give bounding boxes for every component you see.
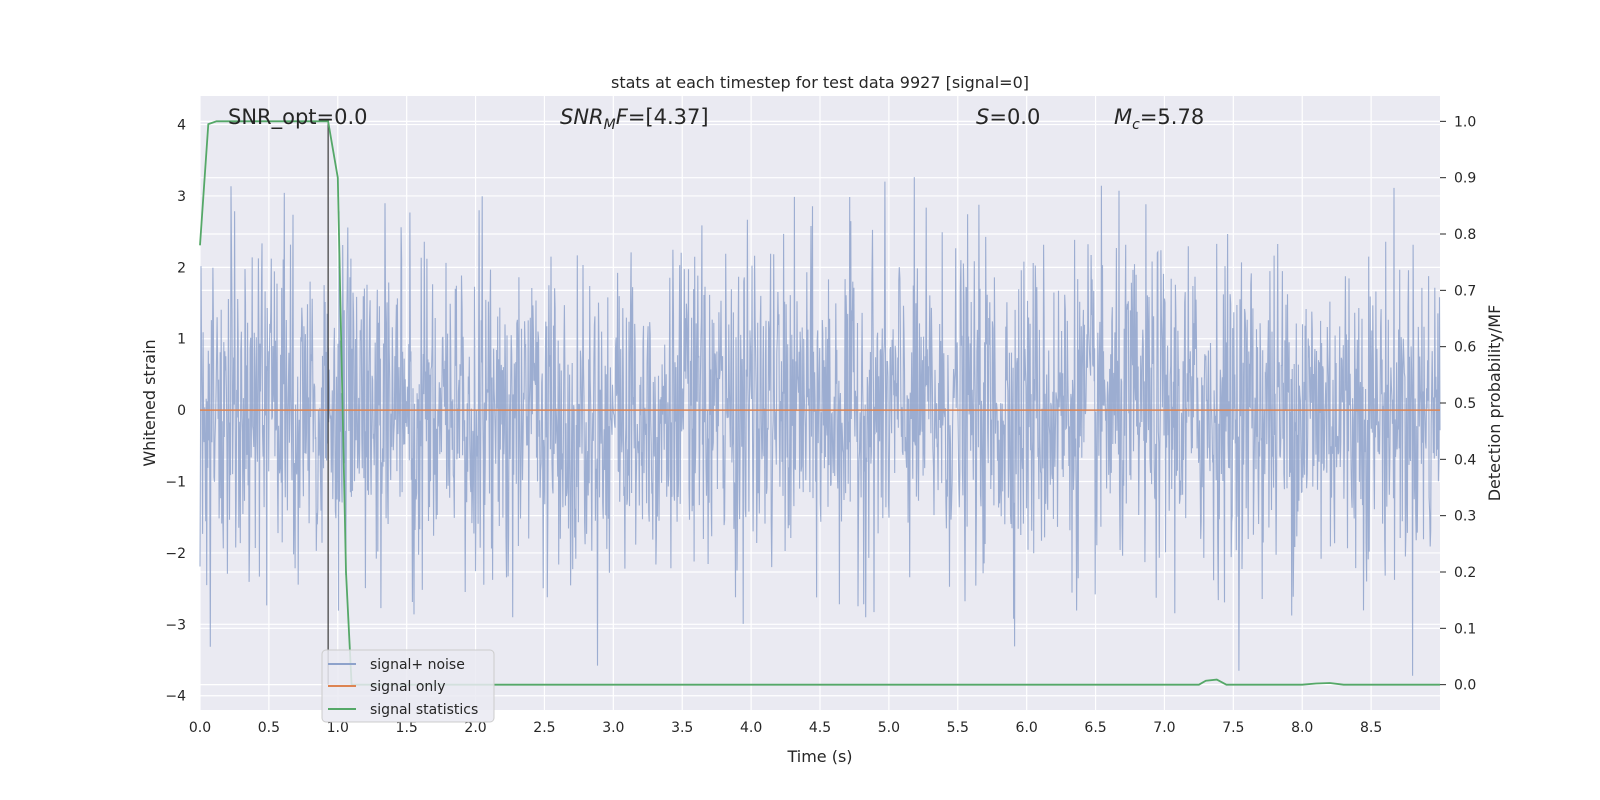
annotations: SNR_opt=0.0 SNRMF=[4.37] S=0.0 Mc=5.78 bbox=[228, 105, 1204, 133]
annotation-mc: Mc=5.78 bbox=[1114, 105, 1204, 133]
annotation-s-main: S bbox=[976, 105, 989, 129]
y-right-tick-label: 0.8 bbox=[1454, 227, 1476, 243]
legend: signal+ noise signal only signal statist… bbox=[321, 649, 495, 723]
x-tick-label: 1.5 bbox=[396, 720, 418, 736]
y-left-tick-label: −3 bbox=[165, 617, 186, 633]
y-left-tick-label: −4 bbox=[165, 689, 186, 705]
x-tick-label: 1.0 bbox=[327, 720, 349, 736]
y-left-tick-label: 0 bbox=[177, 403, 186, 419]
annotation-snr-mf-rest-f: F bbox=[616, 105, 629, 129]
x-tick-label: 4.5 bbox=[809, 720, 831, 736]
annotation-snr-mf-sub: M bbox=[604, 117, 616, 133]
legend-label-signal-noise: signal+ noise bbox=[370, 657, 465, 673]
y-left-tick-label: −2 bbox=[165, 546, 186, 562]
x-tick-label: 2.0 bbox=[464, 720, 486, 736]
y-left-tick-label: 4 bbox=[177, 118, 186, 134]
x-tick-label: 5.5 bbox=[947, 720, 969, 736]
annotation-mc-rest: =5.78 bbox=[1140, 105, 1204, 129]
y-right-tick-label: 1.0 bbox=[1454, 114, 1476, 130]
y-right-tick-label: 0.3 bbox=[1454, 509, 1476, 525]
x-tick-label: 5.0 bbox=[878, 720, 900, 736]
y-axis-label-left: Whitened strain bbox=[140, 339, 159, 466]
annotation-s-rest: =0.0 bbox=[989, 105, 1040, 129]
annotation-snr-mf-main: SNR bbox=[560, 105, 604, 129]
y-right-tick-label: 0.9 bbox=[1454, 171, 1476, 187]
x-tick-label: 6.5 bbox=[1084, 720, 1106, 736]
annotation-s: S=0.0 bbox=[976, 105, 1040, 129]
y-right-tick-label: 0.1 bbox=[1454, 621, 1476, 637]
annotation-snr-mf-rest: =[4.37] bbox=[628, 105, 709, 129]
x-tick-label: 3.5 bbox=[671, 720, 693, 736]
y-right-tick-label: 0.5 bbox=[1454, 396, 1476, 412]
annotation-mc-main: M bbox=[1114, 105, 1132, 129]
legend-label-signal-only: signal only bbox=[370, 679, 445, 695]
x-tick-label: 0.5 bbox=[258, 720, 280, 736]
y-right-tick-label: 0.7 bbox=[1454, 283, 1476, 299]
x-tick-label: 6.0 bbox=[1016, 720, 1038, 736]
x-tick-label: 0.0 bbox=[189, 720, 211, 736]
x-tick-label: 8.0 bbox=[1291, 720, 1313, 736]
x-axis-label: Time (s) bbox=[786, 747, 852, 766]
y-left-tick-label: 1 bbox=[177, 332, 186, 348]
ticks-layer: 0.0 0.5 1.0 1.5 2.0 2.5 3.0 3.5 4.0 4.5 5.0 5.5 6.0 6… bbox=[165, 114, 1476, 736]
x-tick-label: 4.0 bbox=[740, 720, 762, 736]
noise-line bbox=[199, 177, 1441, 676]
annotation-mc-sub: c bbox=[1132, 117, 1140, 133]
y-right-tick-label: 0.0 bbox=[1454, 678, 1476, 694]
y-axis-label-right: Detection probability/MF bbox=[1485, 305, 1504, 502]
legend-label-signal-statistics: signal statistics bbox=[370, 702, 478, 718]
y-left-tick-label: 3 bbox=[177, 189, 186, 205]
y-left-tick-label: −1 bbox=[165, 475, 186, 491]
x-tick-label: 3.0 bbox=[602, 720, 624, 736]
y-right-tick-label: 0.4 bbox=[1454, 452, 1476, 468]
noise-series bbox=[199, 177, 1441, 676]
x-tick-label: 7.0 bbox=[1153, 720, 1175, 736]
y-left-tick-label: 2 bbox=[177, 260, 186, 276]
legend-box bbox=[321, 649, 495, 723]
x-tick-label: 2.5 bbox=[533, 720, 555, 736]
signal-statistics-line bbox=[199, 120, 1440, 686]
annotation-snr-opt: SNR_opt=0.0 bbox=[228, 105, 368, 130]
x-tick-label: 8.5 bbox=[1360, 720, 1382, 736]
y-right-tick-label: 0.2 bbox=[1454, 565, 1476, 581]
chart-title: stats at each timestep for test data 992… bbox=[611, 73, 1029, 92]
x-tick-label: 7.5 bbox=[1222, 720, 1244, 736]
y-right-tick-label: 0.6 bbox=[1454, 340, 1476, 356]
lines-layer bbox=[199, 120, 1440, 686]
annotation-snr-mf: SNRMF=[4.37] bbox=[560, 105, 709, 133]
